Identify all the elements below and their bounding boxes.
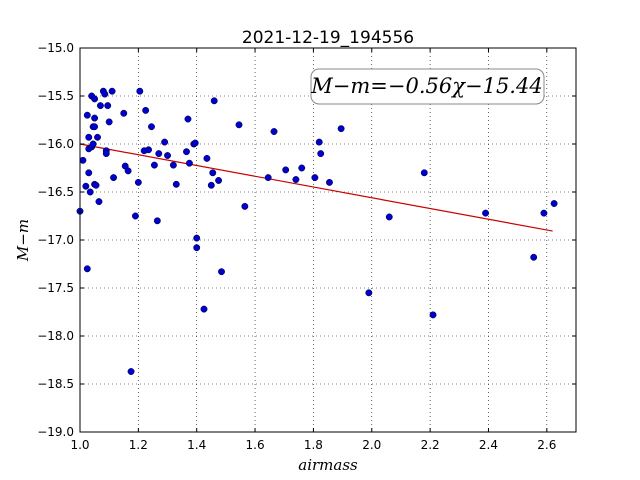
- data-point: [385, 213, 393, 221]
- data-point: [164, 152, 171, 159]
- data-point: [105, 118, 113, 126]
- data-point: [108, 87, 116, 95]
- data-point: [540, 209, 548, 217]
- data-point: [91, 95, 99, 103]
- fit-line-group: [79, 143, 553, 232]
- fit-annotation-box: [310, 68, 545, 105]
- data-point: [131, 212, 139, 220]
- data-point: [91, 123, 99, 131]
- data-point: [145, 146, 153, 154]
- data-point: [365, 289, 373, 297]
- data-point: [270, 128, 278, 135]
- data-point: [153, 217, 161, 225]
- data-points: [76, 87, 558, 375]
- data-point: [550, 200, 558, 207]
- data-point: [79, 156, 87, 164]
- x-axis-label: airmass: [298, 456, 358, 474]
- data-point: [200, 305, 208, 313]
- data-point: [85, 133, 93, 141]
- data-point: [183, 148, 190, 156]
- y-tick-label: −17.5: [37, 281, 74, 295]
- x-tick-label: 1.4: [187, 438, 206, 452]
- x-tick-label: 1.8: [304, 438, 323, 452]
- y-tick-label: −16.5: [37, 185, 74, 199]
- data-point: [292, 176, 300, 183]
- data-point: [185, 159, 193, 167]
- data-point: [193, 244, 201, 252]
- data-point: [86, 188, 94, 196]
- data-point: [191, 139, 199, 147]
- y-tick-label: −18.5: [37, 377, 74, 391]
- y-tick-label: −15.5: [37, 89, 74, 103]
- data-point: [85, 169, 93, 177]
- x-tick-label: 1.6: [246, 438, 265, 452]
- data-point: [89, 140, 97, 148]
- y-tick-label: −15.0: [37, 41, 74, 55]
- x-tick-label: 2.4: [479, 438, 498, 452]
- data-point: [124, 167, 132, 175]
- data-point: [317, 150, 325, 158]
- data-point: [203, 154, 211, 162]
- data-point: [193, 234, 201, 242]
- data-point: [235, 121, 243, 129]
- x-tick-label: 1.2: [129, 438, 148, 452]
- data-point: [150, 161, 158, 169]
- chart-title: 2021-12-19_194556: [242, 28, 414, 48]
- data-point: [92, 181, 100, 189]
- data-point: [530, 253, 538, 261]
- data-point: [210, 97, 218, 105]
- data-point: [209, 169, 217, 177]
- data-point: [161, 138, 169, 146]
- y-tick-label: −19.0: [37, 425, 74, 439]
- data-point: [91, 114, 99, 122]
- data-point: [326, 178, 333, 186]
- data-point: [104, 102, 112, 110]
- data-point: [148, 123, 155, 131]
- data-point: [94, 133, 101, 141]
- x-tick-label: 1.0: [70, 438, 89, 452]
- y-axis-label: M−m: [14, 219, 32, 262]
- axis-ticks: 1.0 1.2 1.4 1.6 1.8 2.0 2.2 2.4 2.6 −15.0 −15.5 −16…: [37, 41, 576, 452]
- data-point: [101, 90, 109, 98]
- data-point: [311, 174, 319, 182]
- data-point: [420, 169, 428, 177]
- fit-annotation-text: M−m=−0.56χ−15.44: [310, 74, 542, 98]
- y-tick-label: −18.0: [37, 329, 74, 343]
- y-tick-label: −16.0: [37, 137, 74, 151]
- data-point: [218, 268, 225, 276]
- data-point: [298, 164, 306, 172]
- data-point: [337, 125, 345, 133]
- data-point: [315, 138, 323, 146]
- fit-line: [79, 143, 553, 232]
- x-tick-label: 2.0: [362, 438, 381, 452]
- data-point: [110, 174, 118, 182]
- data-point: [155, 150, 163, 158]
- data-point: [482, 209, 490, 217]
- data-point: [82, 182, 90, 190]
- data-point: [169, 161, 177, 169]
- data-point: [207, 181, 215, 189]
- data-point: [142, 106, 150, 114]
- data-point: [102, 150, 110, 158]
- data-point: [241, 202, 249, 210]
- data-point: [215, 177, 223, 184]
- data-point: [429, 311, 437, 319]
- data-point: [134, 178, 142, 186]
- x-tick-label: 2.2: [421, 438, 440, 452]
- x-tick-label: 2.6: [537, 438, 556, 452]
- data-point: [96, 102, 104, 110]
- fit-annotation: M−m=−0.56χ−15.44: [310, 68, 545, 105]
- data-point: [127, 368, 135, 375]
- data-point: [120, 109, 128, 117]
- data-point: [83, 111, 91, 119]
- data-point: [95, 198, 103, 206]
- data-point: [136, 87, 144, 95]
- y-tick-label: −17.0: [37, 233, 74, 247]
- data-point: [172, 180, 180, 188]
- data-point: [184, 115, 192, 123]
- data-point: [83, 265, 91, 273]
- data-point: [282, 166, 290, 174]
- data-point: [264, 174, 272, 182]
